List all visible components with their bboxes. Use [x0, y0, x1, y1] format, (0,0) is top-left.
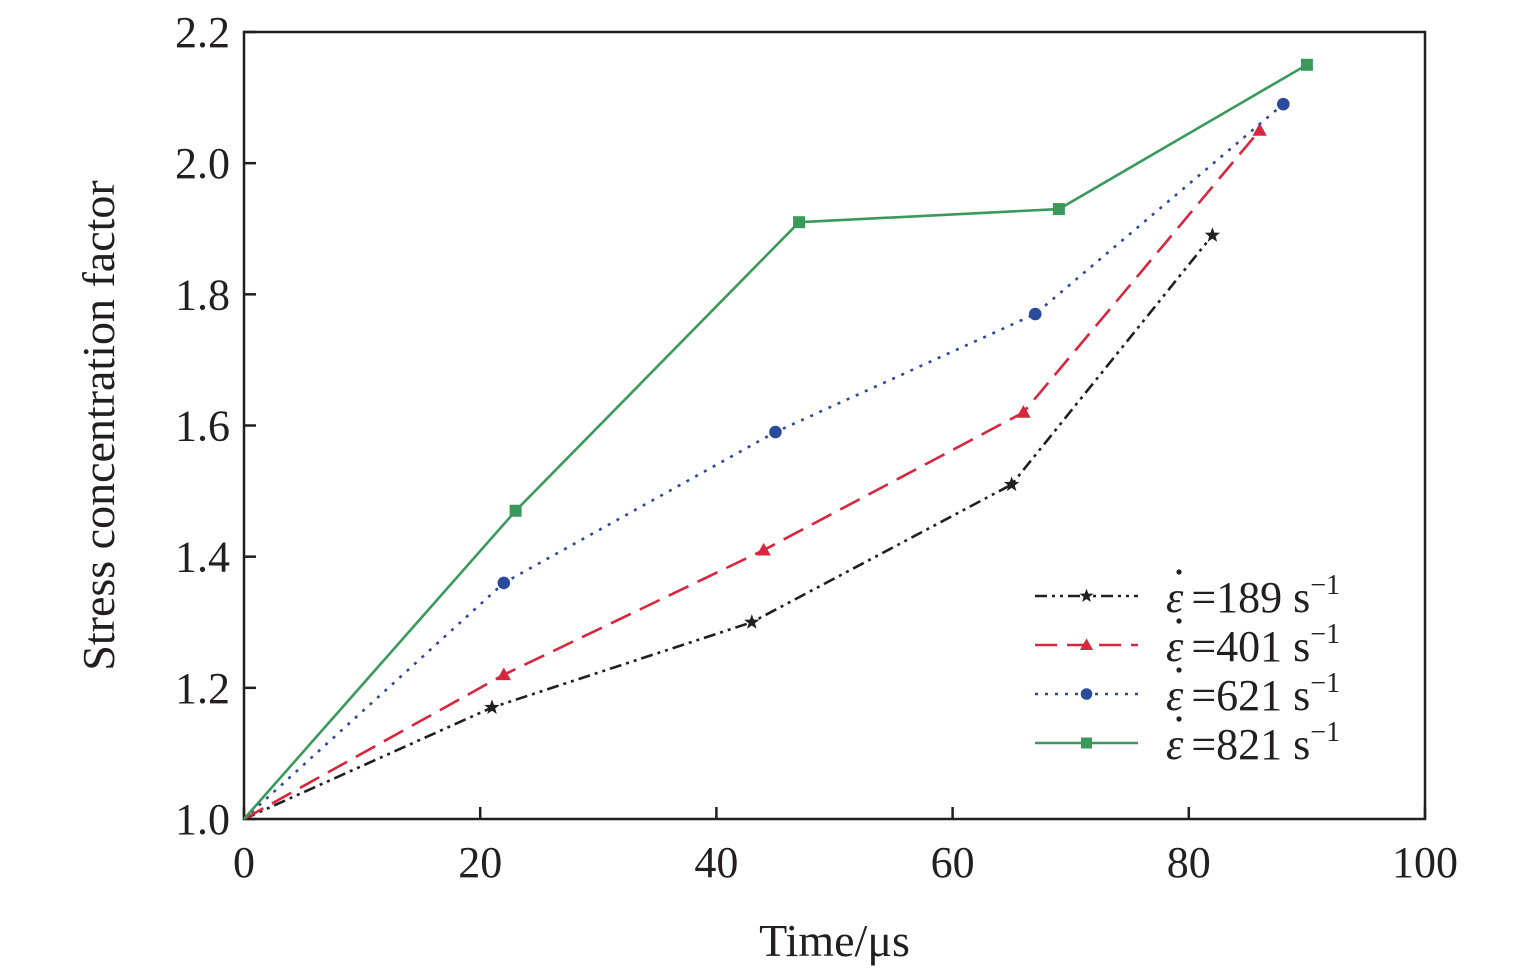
y-tick-label: 2.0 — [175, 139, 230, 188]
epsilon-dot-accent — [1176, 667, 1182, 673]
legend-label: ε =621 s−1 — [1166, 668, 1340, 720]
legend-exponent: −1 — [1310, 717, 1340, 748]
legend-label: ε =821 s−1 — [1166, 717, 1340, 769]
square-marker — [509, 504, 522, 517]
triangle-marker — [1252, 123, 1267, 136]
epsilon-dot-accent — [1176, 716, 1182, 722]
series-0 — [243, 227, 1221, 821]
circle-marker — [1080, 688, 1093, 700]
legend-entry: ε =821 s−1 — [1035, 716, 1340, 769]
y-tick-label: 2.2 — [175, 8, 230, 57]
legend-entry: ε =621 s−1 — [1035, 667, 1340, 720]
circle-marker — [497, 576, 511, 590]
y-axis-ticks: 1.0 1.2 1.4 1.6 1.8 2.0 2.2 — [175, 8, 256, 844]
triangle-marker — [1079, 638, 1094, 650]
star-marker — [484, 699, 500, 715]
star-marker — [1079, 588, 1094, 603]
y-tick-label: 1.2 — [175, 664, 230, 713]
x-axis-title: Time/μs — [759, 915, 910, 966]
legend: ε =189 s−1ε =401 s−1ε =621 s−1ε =821 s−1 — [1035, 569, 1340, 769]
triangle-marker — [756, 542, 771, 556]
circle-marker — [1028, 307, 1042, 321]
legend-symbol: ε — [1166, 573, 1184, 622]
epsilon-dot-accent — [1176, 569, 1182, 575]
legend-value: =189 s — [1191, 573, 1310, 622]
legend-label: ε =401 s−1 — [1166, 619, 1340, 671]
epsilon-dot-accent — [1176, 618, 1182, 624]
y-tick-label: 1.8 — [175, 270, 230, 319]
square-marker — [1300, 58, 1313, 71]
square-marker — [1081, 737, 1092, 749]
legend-exponent: −1 — [1310, 668, 1340, 699]
legend-value: =821 s — [1191, 720, 1310, 769]
x-tick-label: 80 — [1167, 838, 1211, 887]
x-tick-label: 20 — [458, 838, 502, 887]
legend-exponent: −1 — [1310, 570, 1340, 601]
circle-marker — [1276, 97, 1290, 111]
y-tick-label: 1.4 — [175, 533, 230, 582]
legend-value: =621 s — [1191, 671, 1310, 720]
series-3 — [243, 58, 1313, 820]
legend-symbol: ε — [1166, 720, 1184, 769]
star-marker — [1204, 227, 1221, 242]
circle-marker — [769, 425, 782, 439]
series-2 — [243, 97, 1290, 820]
legend-symbol: ε — [1166, 622, 1184, 671]
x-axis-ticks: 0 20 40 60 80 100 — [233, 807, 1458, 887]
x-tick-label: 40 — [694, 838, 738, 887]
series-1 — [243, 123, 1267, 821]
legend-label: ε =189 s−1 — [1166, 570, 1340, 622]
triangle-marker — [1016, 405, 1031, 418]
legend-entry: ε =401 s−1 — [1035, 618, 1340, 671]
triangle-marker — [496, 667, 512, 681]
y-axis-title: Stress concentration factor — [73, 180, 124, 670]
legend-exponent: −1 — [1310, 619, 1340, 650]
legend-symbol: ε — [1166, 671, 1184, 720]
square-marker — [1052, 203, 1065, 216]
square-marker — [793, 216, 806, 229]
legend-entry: ε =189 s−1 — [1035, 569, 1340, 622]
x-tick-label: 0 — [233, 838, 255, 887]
legend-value: =401 s — [1191, 622, 1310, 671]
y-tick-label: 1.0 — [175, 795, 230, 844]
star-marker — [744, 614, 760, 629]
star-marker — [1003, 476, 1020, 492]
x-tick-label: 100 — [1392, 838, 1458, 887]
y-tick-label: 1.6 — [175, 402, 230, 451]
x-tick-label: 60 — [931, 838, 975, 887]
series-layer — [243, 58, 1313, 821]
